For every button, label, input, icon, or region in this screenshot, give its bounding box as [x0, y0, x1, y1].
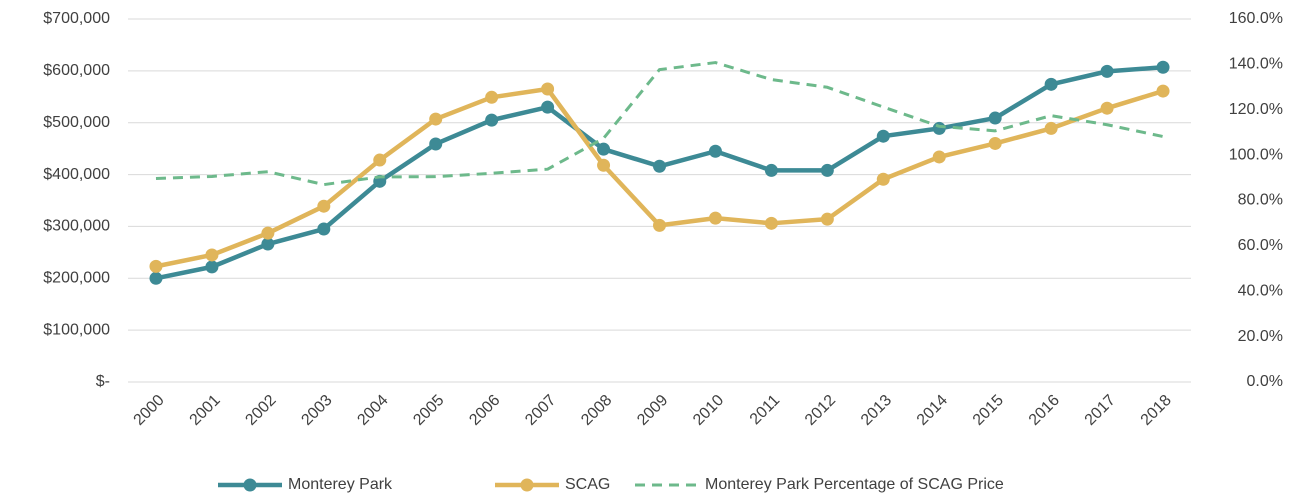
- y-tick-label: $200,000: [43, 270, 110, 287]
- series-line: [155, 61, 1164, 187]
- data-point: [317, 199, 331, 213]
- y-tick-label: $500,000: [43, 114, 110, 131]
- x-tick-label: 2016: [1026, 392, 1063, 429]
- data-point: [373, 153, 387, 167]
- legend-marker: [520, 478, 534, 492]
- data-point: [876, 129, 890, 143]
- x-tick-label: 2004: [354, 392, 391, 429]
- data-point: [597, 142, 611, 156]
- data-point: [1100, 101, 1114, 115]
- y-tick-label: $400,000: [43, 166, 110, 183]
- legend-label: Monterey Park: [288, 476, 393, 493]
- data-point: [541, 82, 555, 96]
- y2-tick-label: 160.0%: [1229, 10, 1283, 27]
- x-tick-label: 2011: [747, 392, 783, 428]
- y-tick-label: $600,000: [43, 62, 110, 79]
- y2-tick-label: 40.0%: [1238, 282, 1283, 299]
- x-tick-label: 2001: [187, 392, 224, 429]
- legend-marker: [243, 478, 257, 492]
- data-point: [764, 216, 778, 230]
- data-point: [653, 159, 666, 173]
- data-point: [597, 158, 611, 172]
- x-tick-label: 2018: [1138, 392, 1175, 429]
- y2-tick-label: 140.0%: [1229, 56, 1283, 73]
- data-point: [1044, 77, 1058, 91]
- y-tick-label: $100,000: [43, 321, 110, 338]
- x-tick-label: 2013: [858, 392, 895, 429]
- x-tick-label: 2012: [802, 392, 839, 429]
- legend-label: Monterey Park Percentage of SCAG Price: [705, 476, 1004, 493]
- data-point: [1100, 64, 1114, 78]
- data-point: [653, 218, 666, 232]
- x-tick-label: 2006: [466, 392, 503, 429]
- data-point: [764, 163, 778, 177]
- data-point: [205, 248, 219, 262]
- x-tick-label: 2009: [634, 392, 671, 429]
- data-point: [205, 260, 219, 274]
- y2-tick-label: 120.0%: [1229, 101, 1283, 118]
- data-point: [1044, 121, 1058, 135]
- data-point: [261, 237, 275, 251]
- data-point: [708, 144, 722, 158]
- x-tick-label: 2015: [970, 392, 1007, 429]
- data-point: [988, 136, 1002, 150]
- series-line: [155, 86, 1164, 269]
- x-tick-label: 2017: [1082, 392, 1119, 429]
- data-point: [932, 121, 946, 135]
- data-point: [876, 172, 890, 186]
- x-tick-label: 2014: [914, 392, 951, 429]
- data-point: [708, 211, 722, 225]
- data-point: [988, 111, 1002, 125]
- data-point: [1156, 60, 1170, 74]
- x-tick-label: 2000: [131, 392, 168, 429]
- data-point: [820, 212, 834, 226]
- data-point: [149, 259, 163, 273]
- x-tick-label: 2005: [410, 392, 447, 429]
- data-point: [485, 90, 499, 104]
- y2-tick-label: 0.0%: [1247, 373, 1283, 390]
- x-tick-label: 2010: [690, 392, 727, 429]
- y2-tick-label: 20.0%: [1238, 328, 1283, 345]
- data-point: [1156, 84, 1170, 98]
- data-point: [149, 271, 163, 285]
- data-point: [932, 150, 946, 164]
- y-tick-label: $700,000: [43, 10, 110, 27]
- y-tick-label: $300,000: [43, 218, 110, 235]
- data-point: [429, 137, 443, 151]
- data-point: [429, 112, 443, 126]
- data-point: [541, 100, 555, 114]
- data-point: [485, 113, 499, 127]
- x-tick-label: 2007: [522, 392, 559, 429]
- legend-label: SCAG: [565, 476, 610, 493]
- data-point: [261, 226, 275, 240]
- y2-tick-label: 80.0%: [1238, 192, 1283, 209]
- x-tick-label: 2002: [242, 392, 279, 429]
- x-tick-label: 2008: [578, 392, 615, 429]
- y2-tick-label: 100.0%: [1229, 146, 1283, 163]
- y2-tick-label: 60.0%: [1238, 237, 1283, 254]
- data-point: [820, 163, 834, 177]
- y-tick-label: $-: [96, 373, 110, 390]
- data-point: [317, 222, 331, 236]
- x-tick-label: 2003: [298, 392, 335, 429]
